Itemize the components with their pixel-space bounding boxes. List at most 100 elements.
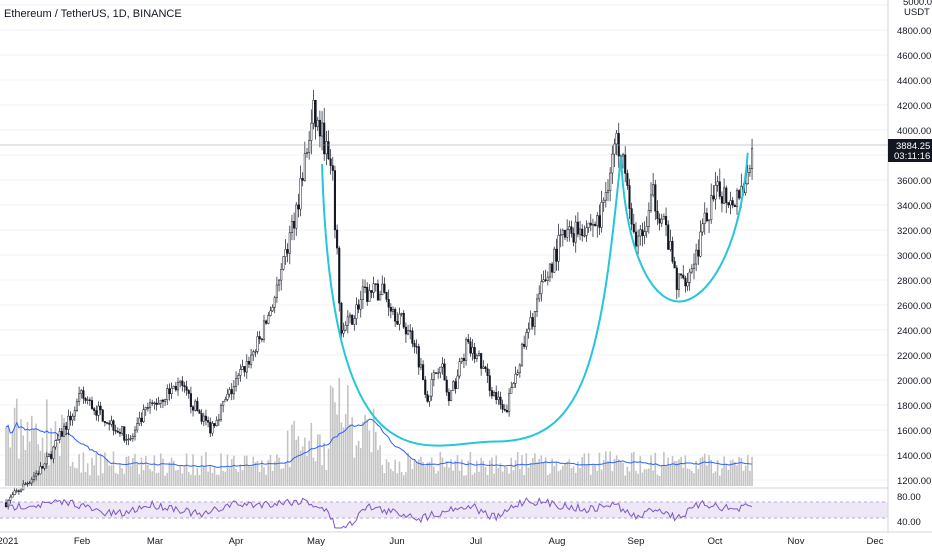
volume-bar (476, 460, 478, 486)
candle-body (600, 202, 603, 228)
volume-bar (149, 469, 151, 486)
candle-body (686, 282, 689, 287)
volume-bar (727, 469, 730, 486)
volume-bar (314, 461, 317, 486)
candle-body (615, 133, 618, 145)
price-axis[interactable] (888, 0, 932, 550)
volume-bar (445, 461, 448, 486)
candle-body (142, 409, 145, 422)
candle-body (495, 392, 498, 400)
volume-bar (493, 473, 495, 486)
volume-bar (495, 455, 497, 486)
candle-body (136, 423, 139, 431)
volume-bar (452, 470, 454, 486)
candle-body (344, 325, 347, 331)
volume-bar (286, 430, 289, 486)
candle-body (185, 386, 188, 391)
volume-bar (160, 453, 162, 486)
volume-bar (26, 422, 29, 486)
bar-countdown: 03:11:16 (894, 151, 930, 162)
volume-bar (377, 449, 379, 486)
volume-bar (372, 408, 375, 486)
volume-bar (568, 459, 571, 486)
volume-bar (222, 470, 224, 486)
candle-body (432, 372, 435, 380)
price-tick-1600: 1600.00 (897, 426, 931, 437)
candle-body (351, 314, 354, 325)
volume-bar (200, 455, 203, 486)
volume-bar (69, 466, 72, 486)
volume-bar (439, 451, 442, 486)
volume-bar (572, 466, 575, 486)
candle-body (654, 184, 657, 212)
volume-bar (682, 467, 685, 486)
volume-bar (581, 457, 583, 486)
volume-bar (448, 467, 450, 486)
candle-body (247, 361, 250, 365)
volume-bar (594, 465, 596, 486)
candle-body (65, 425, 68, 430)
candle-body (170, 387, 173, 395)
candle-body (501, 404, 504, 410)
volume-bar (544, 457, 547, 486)
volume-bar (585, 464, 588, 486)
candle-body (127, 438, 130, 441)
volume-bar (656, 474, 659, 486)
volume-bar (402, 475, 405, 486)
candle-body (460, 358, 463, 362)
candle-body (396, 320, 399, 325)
volume-bar (684, 455, 687, 486)
candle-body (723, 187, 726, 204)
candle-body (37, 473, 40, 475)
candle-body (447, 391, 450, 402)
candle-body (54, 440, 57, 448)
volume-bar (549, 473, 551, 486)
candle-body (720, 196, 724, 204)
volume-bar (168, 462, 171, 486)
candle-body (475, 355, 478, 359)
candle-body (417, 346, 420, 368)
candle-body (656, 210, 659, 219)
candle-body (589, 222, 592, 226)
volume-bar (714, 471, 717, 486)
candle-body (482, 366, 485, 369)
candle-body (63, 425, 66, 437)
volume-bar (237, 471, 239, 486)
candle-body (359, 299, 362, 310)
volume-bar (716, 459, 719, 486)
volume-bar (611, 471, 614, 486)
candle-body (441, 363, 444, 368)
candle-body (439, 366, 442, 374)
candle-body (32, 475, 36, 480)
volume-bar (663, 451, 665, 486)
candle-body (699, 231, 702, 257)
candle-body (531, 317, 534, 327)
volume-bar (181, 473, 184, 486)
candle-body (628, 185, 631, 209)
candle-body (215, 420, 218, 427)
volume-bar (665, 466, 667, 486)
volume-bar (151, 471, 153, 486)
volume-bar (114, 472, 117, 486)
volume-bar (80, 472, 83, 486)
time-label-aug: Aug (549, 536, 566, 547)
candle-body (748, 168, 751, 173)
candle-body (594, 223, 597, 226)
volume-bar (28, 441, 31, 486)
candle-body (510, 387, 513, 394)
candle-body (667, 224, 670, 250)
volume-bar (430, 457, 433, 486)
candle-body (226, 393, 229, 400)
candle-body (701, 223, 704, 233)
candle-body (99, 405, 102, 411)
volume-bar (734, 461, 736, 486)
volume-bar (108, 465, 110, 486)
volume-bar (276, 454, 278, 486)
candle-body (529, 317, 532, 330)
candle-body (161, 399, 164, 402)
volume-bar (751, 456, 753, 486)
price-tick-4000: 4000.00 (897, 126, 931, 137)
candle-body (67, 415, 70, 430)
